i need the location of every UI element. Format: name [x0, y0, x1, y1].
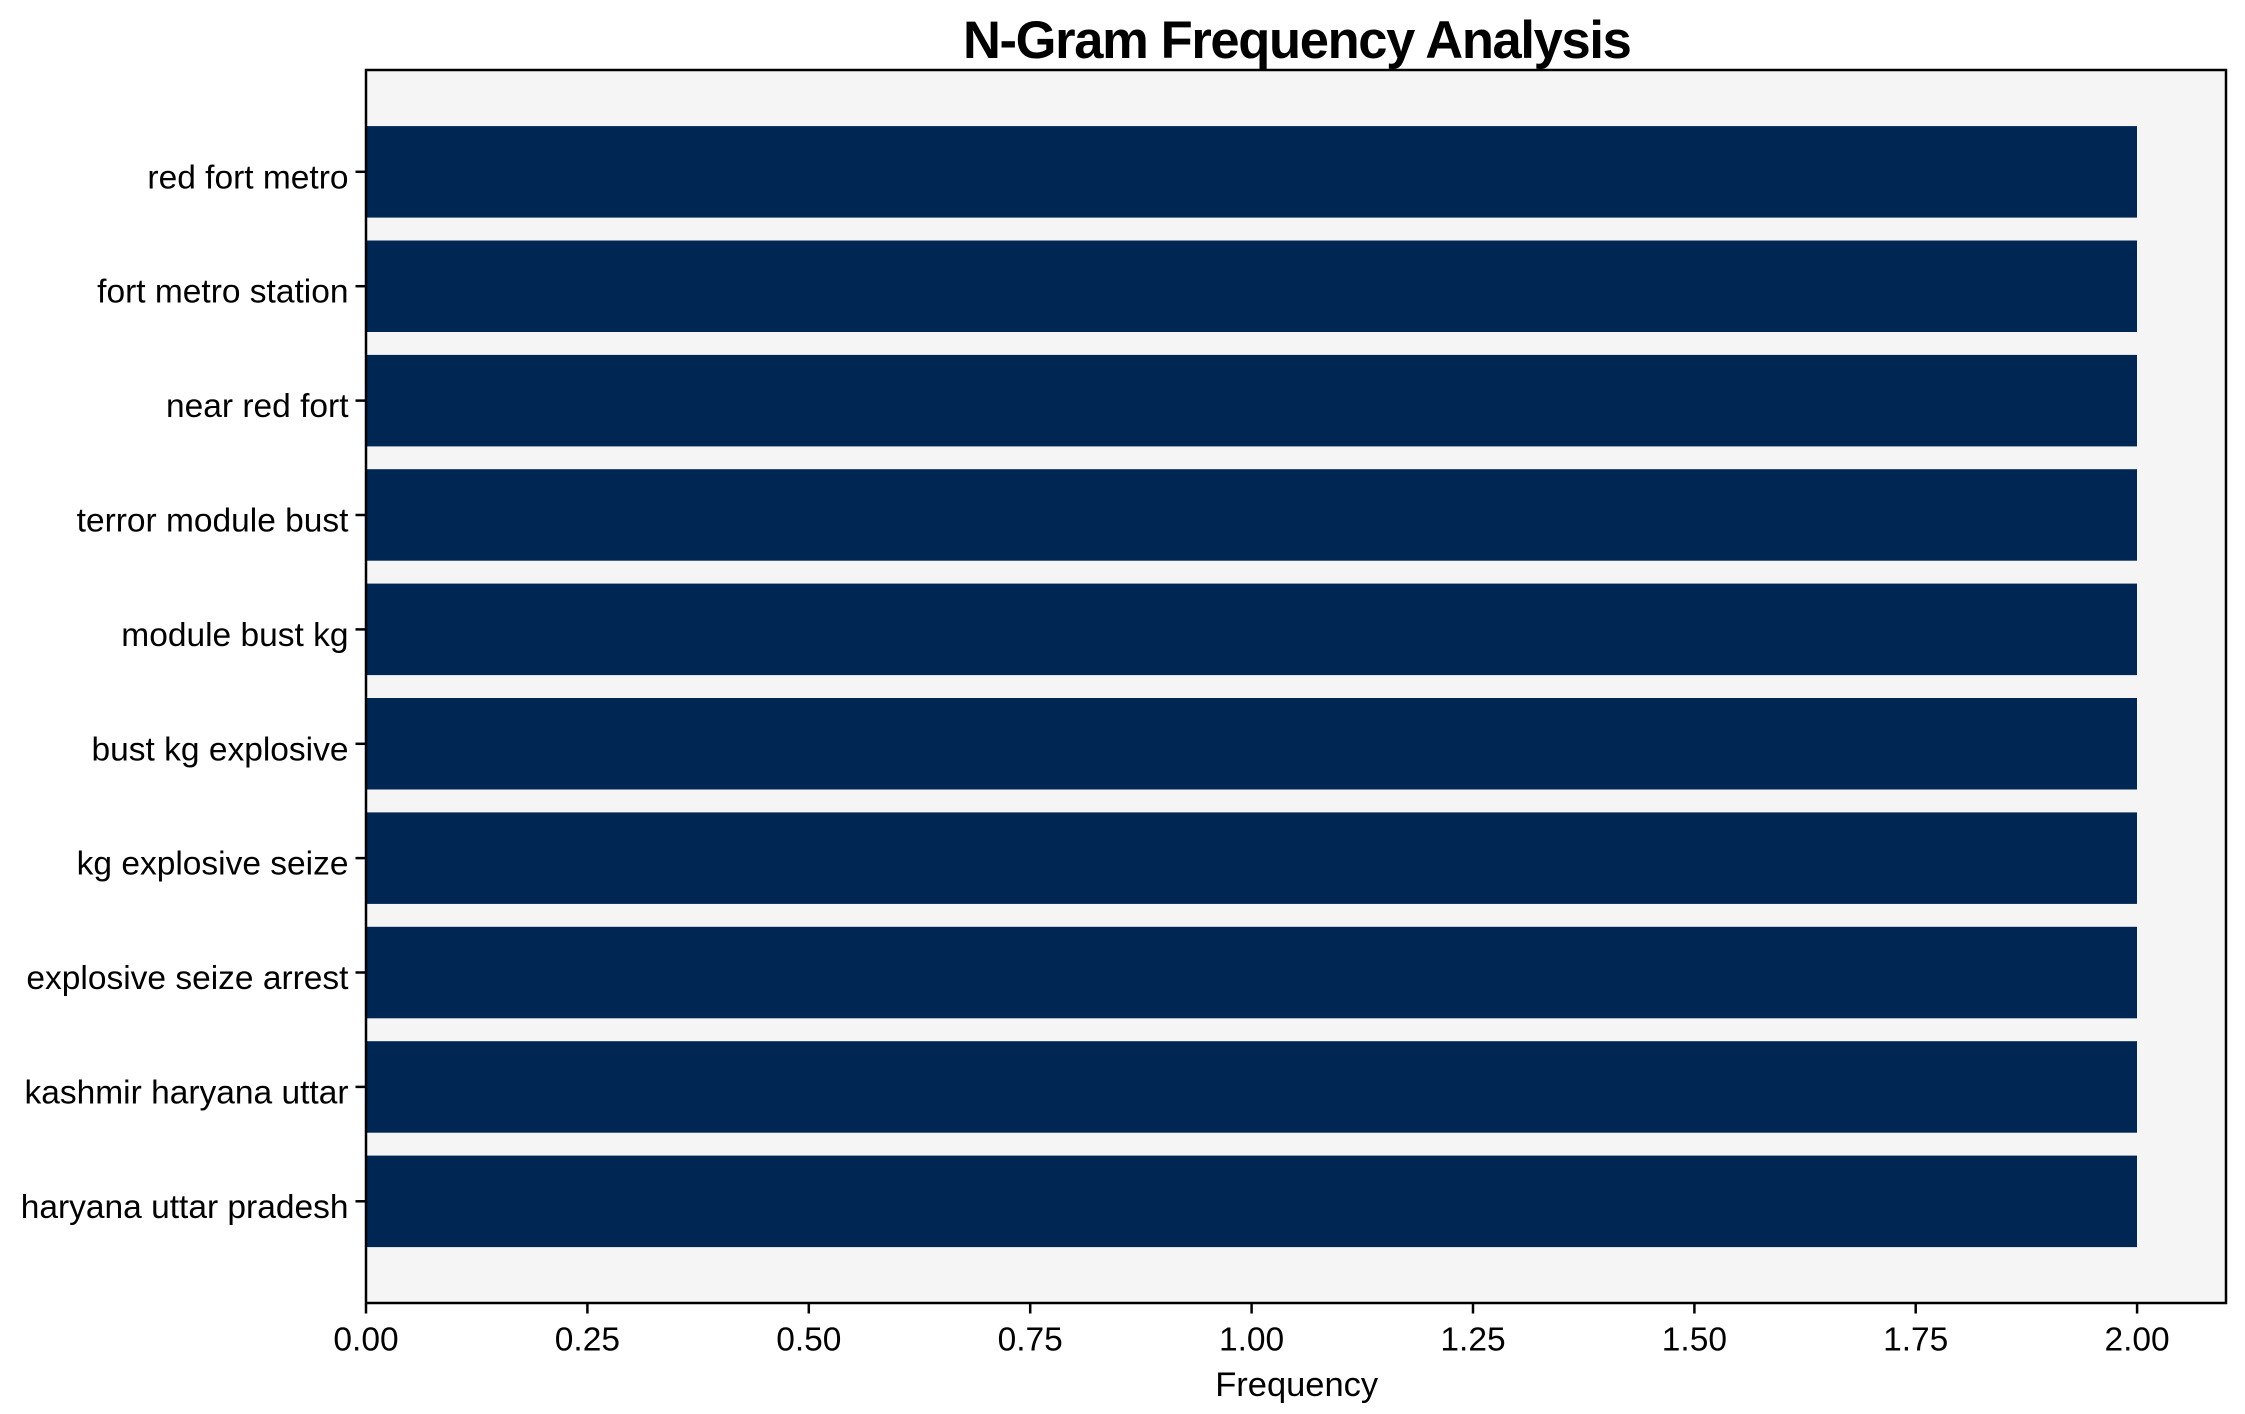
svg-text:bust kg explosive: bust kg explosive	[92, 731, 349, 768]
svg-text:kashmir haryana uttar: kashmir haryana uttar	[25, 1074, 349, 1111]
svg-text:1.50: 1.50	[1662, 1322, 1727, 1359]
svg-text:1.25: 1.25	[1440, 1322, 1505, 1359]
svg-text:0.50: 0.50	[776, 1322, 841, 1359]
svg-text:0.25: 0.25	[555, 1322, 620, 1359]
svg-text:near red fort: near red fort	[166, 388, 349, 425]
svg-text:0.75: 0.75	[998, 1322, 1063, 1359]
svg-text:N-Gram Frequency Analysis: N-Gram Frequency Analysis	[963, 11, 1631, 70]
svg-text:module bust kg: module bust kg	[121, 617, 348, 654]
svg-text:explosive seize arrest: explosive seize arrest	[26, 960, 349, 997]
svg-text:2.00: 2.00	[2104, 1322, 2169, 1359]
svg-text:0.00: 0.00	[333, 1322, 398, 1359]
svg-text:haryana uttar pradesh: haryana uttar pradesh	[21, 1189, 349, 1226]
svg-text:terror module bust: terror module bust	[77, 503, 350, 540]
svg-text:kg explosive seize: kg explosive seize	[77, 846, 349, 883]
svg-text:1.75: 1.75	[1883, 1322, 1948, 1359]
svg-text:fort metro station: fort metro station	[97, 274, 348, 311]
svg-text:red fort metro: red fort metro	[147, 159, 348, 196]
svg-text:Frequency: Frequency	[1215, 1366, 1379, 1404]
svg-text:1.00: 1.00	[1219, 1322, 1284, 1359]
